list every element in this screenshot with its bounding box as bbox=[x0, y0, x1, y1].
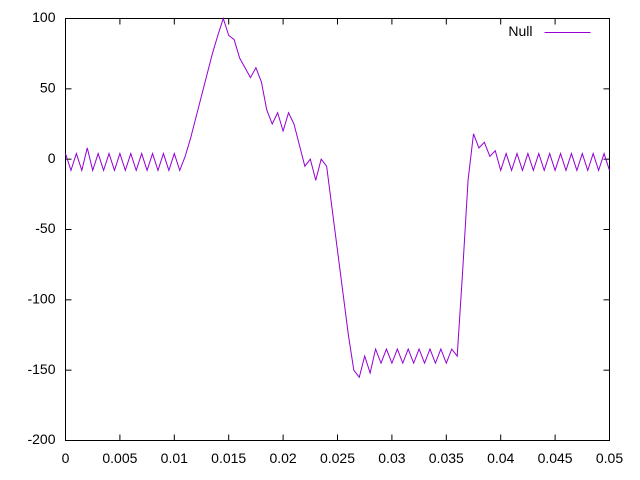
x-tick-label: 0.03 bbox=[378, 450, 405, 466]
y-tick-label: 50 bbox=[40, 80, 56, 96]
data-line bbox=[65, 16, 610, 379]
y-tick-label: -200 bbox=[27, 431, 55, 447]
y-tick-label: 0 bbox=[48, 150, 56, 166]
y-tick-label: -150 bbox=[27, 361, 55, 377]
x-tick-label: 0.005 bbox=[102, 450, 137, 466]
x-tick-label: 0.01 bbox=[161, 450, 188, 466]
y-tick-label: 100 bbox=[32, 9, 56, 25]
y-tick-label: -100 bbox=[27, 291, 55, 307]
y-tick-label: -50 bbox=[35, 220, 55, 236]
x-tick-label: 0.015 bbox=[211, 450, 246, 466]
x-tick-label: 0.045 bbox=[538, 450, 573, 466]
x-tick-label: 0.05 bbox=[596, 450, 623, 466]
legend-label: Null bbox=[508, 23, 532, 39]
x-tick-label: 0.025 bbox=[320, 450, 355, 466]
x-tick-label: 0.02 bbox=[269, 450, 296, 466]
x-tick-label: 0.035 bbox=[429, 450, 464, 466]
x-tick-label: 0.04 bbox=[487, 450, 514, 466]
plot-border bbox=[65, 18, 610, 441]
x-tick-label: 0 bbox=[62, 450, 70, 466]
